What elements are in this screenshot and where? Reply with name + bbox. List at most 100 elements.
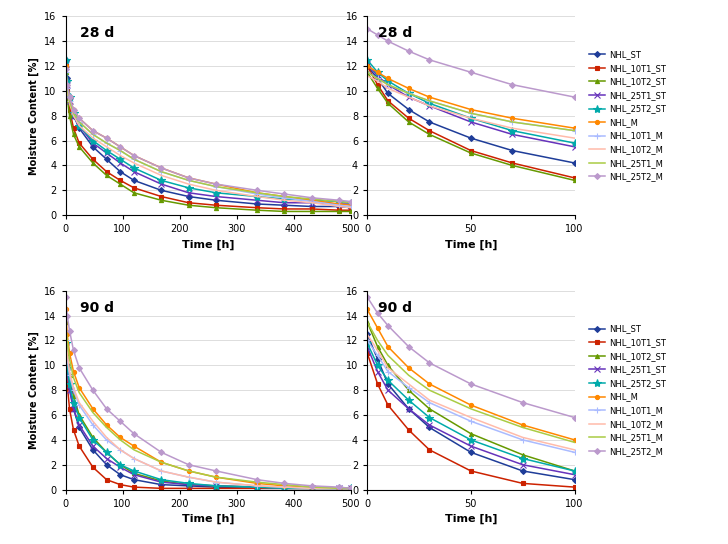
NHL_10T1_ST: [347, 207, 355, 213]
NHL_25T1_ST: [373, 73, 382, 79]
NHL_10T2_ST: [425, 131, 434, 138]
Line: NHL_10T2_M: NHL_10T2_M: [367, 334, 574, 450]
NHL_10T1_M: [307, 198, 316, 205]
NHL_10T1_ST: [404, 115, 413, 121]
NHL_10T1_M: [116, 447, 124, 453]
NHL_25T2_M: [116, 144, 124, 150]
Line: NHL_ST: NHL_ST: [63, 58, 352, 210]
NHL_25T2_M: [75, 364, 84, 371]
NHL_10T2_M: [61, 73, 70, 79]
X-axis label: Time [h]: Time [h]: [182, 514, 234, 524]
NHL_10T1_ST: [335, 207, 344, 213]
NHL_25T1_ST: [65, 387, 74, 393]
NHL_25T2_M: [280, 191, 289, 197]
NHL_25T1_M: [307, 484, 316, 490]
NHL_M: [75, 115, 84, 121]
NHL_M: [253, 480, 261, 487]
NHL_10T1_M: [518, 437, 527, 443]
NHL_25T2_ST: [518, 455, 527, 462]
NHL_M: [75, 385, 84, 391]
NHL_25T1_ST: [404, 405, 413, 412]
NHL_25T2_ST: [280, 196, 289, 202]
NHL_10T1_ST: [65, 106, 74, 113]
Text: 28 d: 28 d: [80, 26, 114, 40]
NHL_10T1_M: [373, 352, 382, 358]
NHL_25T1_ST: [69, 405, 78, 412]
NHL_10T2_ST: [307, 208, 316, 215]
NHL_10T1_M: [130, 156, 138, 163]
NHL_25T1_ST: [212, 483, 221, 489]
NHL_25T1_M: [508, 119, 517, 125]
NHL_10T1_M: [570, 127, 579, 134]
NHL_10T1_ST: [61, 63, 70, 69]
NHL_10T2_ST: [65, 372, 74, 379]
NHL_25T2_M: [363, 26, 371, 32]
NHL_25T2_M: [404, 48, 413, 54]
NHL_25T2_ST: [65, 381, 74, 387]
NHL_M: [335, 485, 344, 492]
NHL_25T1_M: [404, 90, 413, 97]
NHL_25T2_M: [157, 165, 166, 171]
NHL_25T2_M: [61, 65, 70, 72]
NHL_25T1_ST: [65, 97, 74, 104]
NHL_25T2_M: [404, 343, 413, 350]
NHL_10T1_ST: [184, 485, 193, 492]
NHL_25T1_M: [69, 110, 78, 116]
NHL_25T1_ST: [89, 443, 98, 449]
NHL_10T2_ST: [518, 452, 527, 458]
NHL_25T1_M: [335, 198, 344, 205]
NHL_10T2_ST: [63, 94, 71, 101]
NHL_25T2_M: [280, 480, 289, 487]
NHL_25T1_ST: [61, 60, 70, 67]
NHL_25T1_ST: [75, 122, 84, 129]
NHL_10T1_M: [467, 110, 475, 116]
NHL_ST: [75, 125, 84, 132]
NHL_25T1_M: [404, 372, 413, 379]
Line: NHL_M: NHL_M: [63, 307, 352, 491]
NHL_ST: [335, 203, 344, 210]
NHL_10T1_ST: [335, 485, 344, 492]
NHL_25T1_M: [184, 177, 193, 184]
NHL_25T1_M: [69, 374, 78, 381]
NHL_10T1_M: [384, 82, 392, 88]
NHL_25T2_M: [89, 127, 98, 134]
NHL_10T2_M: [116, 447, 124, 453]
Line: NHL_ST: NHL_ST: [365, 64, 577, 165]
NHL_M: [89, 405, 98, 412]
NHL_25T1_M: [116, 437, 124, 443]
NHL_10T2_M: [157, 172, 166, 178]
NHL_10T2_M: [347, 485, 355, 492]
NHL_25T1_ST: [212, 193, 221, 200]
Line: NHL_25T2_M: NHL_25T2_M: [63, 66, 352, 203]
Line: NHL_25T1_M: NHL_25T1_M: [367, 72, 574, 131]
NHL_10T2_M: [102, 434, 111, 441]
NHL_10T2_ST: [404, 119, 413, 125]
NHL_10T1_M: [61, 69, 70, 76]
NHL_ST: [280, 485, 289, 492]
NHL_ST: [347, 485, 355, 492]
NHL_25T1_ST: [335, 485, 344, 492]
NHL_25T2_M: [212, 468, 221, 474]
NHL_25T1_ST: [467, 443, 475, 449]
Line: NHL_ST: NHL_ST: [63, 332, 352, 491]
NHL_ST: [184, 193, 193, 200]
NHL_25T2_ST: [570, 140, 579, 146]
NHL_10T1_M: [69, 110, 78, 116]
NHL_25T1_ST: [63, 368, 71, 375]
NHL_M: [89, 127, 98, 134]
NHL_25T2_M: [212, 181, 221, 187]
NHL_25T2_ST: [347, 485, 355, 492]
NHL_10T2_ST: [347, 208, 355, 215]
NHL_10T1_M: [102, 140, 111, 146]
NHL_10T1_ST: [280, 485, 289, 492]
NHL_ST: [373, 356, 382, 362]
NHL_25T2_ST: [467, 115, 475, 121]
NHL_25T1_M: [63, 85, 71, 92]
NHL_25T1_M: [280, 193, 289, 200]
NHL_25T2_ST: [363, 57, 371, 63]
NHL_M: [373, 325, 382, 331]
NHL_25T1_M: [65, 356, 74, 362]
NHL_25T1_M: [212, 183, 221, 190]
NHL_25T1_ST: [518, 461, 527, 468]
NHL_25T1_M: [363, 69, 371, 76]
